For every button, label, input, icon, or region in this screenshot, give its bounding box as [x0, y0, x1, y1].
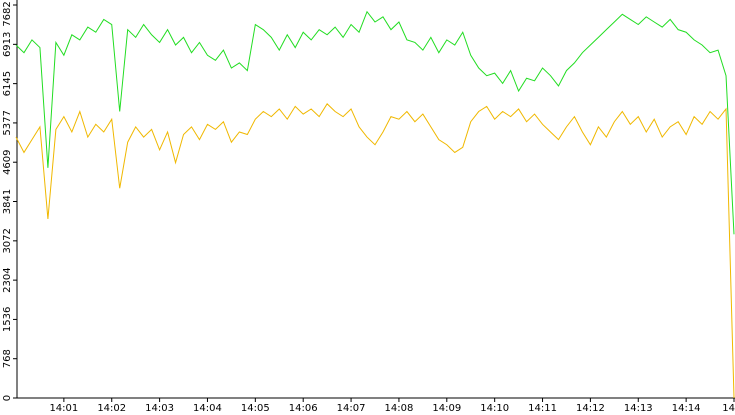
x-tick-label: 14:08 — [385, 403, 414, 414]
x-tick-label: 14:05 — [241, 403, 270, 414]
y-tick-label: 4609 — [2, 149, 13, 174]
x-tick-label: 14 — [722, 403, 735, 414]
y-tick-label: 3841 — [2, 189, 13, 214]
x-tick-label: 14:11 — [528, 403, 557, 414]
x-tick-label: 14:03 — [145, 403, 174, 414]
y-tick-label: 6913 — [2, 32, 13, 57]
x-tick-label: 14:13 — [624, 403, 653, 414]
x-tick-label: 14:01 — [49, 403, 78, 414]
y-tick-label: 7682 — [2, 1, 13, 26]
x-tick-label: 14:10 — [480, 403, 509, 414]
x-tick-label: 14:07 — [337, 403, 366, 414]
x-tick-label: 14:02 — [97, 403, 126, 414]
x-tick-label: 14:09 — [432, 403, 461, 414]
y-tick-label: 5377 — [2, 110, 13, 135]
y-tick-label: 0 — [2, 395, 13, 401]
series-line — [15, 10, 735, 235]
y-tick-label: 6145 — [2, 71, 13, 96]
x-tick-label: 14:14 — [672, 403, 701, 414]
y-tick-label: 768 — [2, 349, 13, 368]
y-tick-label: 2304 — [2, 267, 13, 292]
x-tick-label: 14:04 — [193, 403, 222, 414]
series-line — [15, 103, 735, 399]
x-tick-label: 14:06 — [289, 403, 318, 414]
y-tick-label: 3072 — [2, 228, 13, 253]
x-tick-label: 14:12 — [576, 403, 605, 414]
y-tick-label: 1536 — [2, 307, 13, 332]
